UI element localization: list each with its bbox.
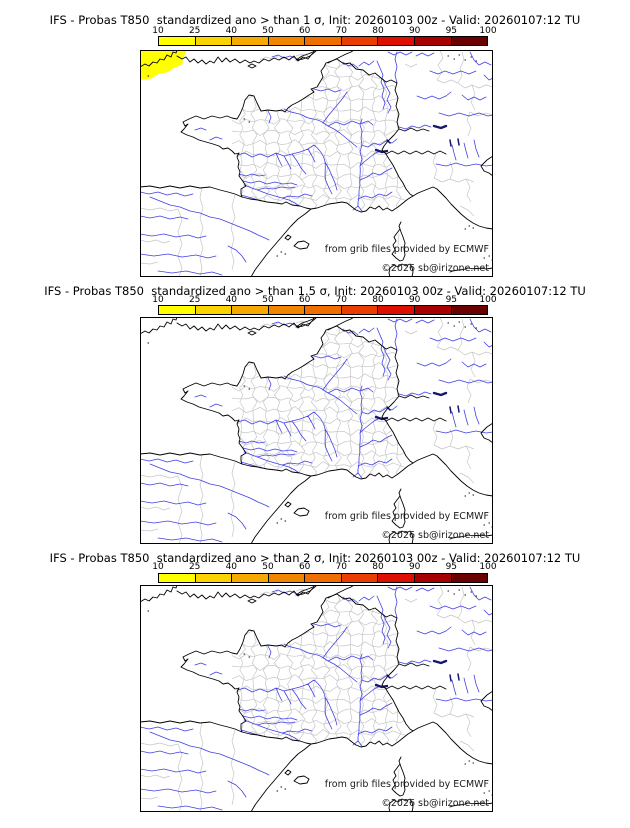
tick-label: 50 xyxy=(262,26,274,36)
colorbar-segment xyxy=(232,37,269,45)
tick-label: 90 xyxy=(408,26,421,36)
colorbar-segment xyxy=(159,37,196,45)
colorbar-segment xyxy=(341,306,379,314)
tick-label: 95 xyxy=(445,295,458,305)
panel-3-map: from grib files provided by ECMWF ©2026 … xyxy=(140,585,493,812)
colorbar-segment xyxy=(195,37,233,45)
tick-label: 10 xyxy=(152,562,164,572)
tick-label: 90 xyxy=(408,295,421,305)
tick-label: 90 xyxy=(408,562,421,572)
tick-label: 50 xyxy=(262,562,274,572)
colorbar-segment xyxy=(159,306,196,314)
tick-label: 95 xyxy=(445,26,458,36)
colorbar-segment xyxy=(159,574,196,582)
colorbar-segment xyxy=(305,574,342,582)
tick-label: 60 xyxy=(298,562,311,572)
tick-label: 80 xyxy=(372,562,384,572)
tick-label: 40 xyxy=(225,295,238,305)
tick-label: 80 xyxy=(372,26,384,36)
map-frame xyxy=(140,585,493,812)
map-credit-ecmwf: from grib files provided by ECMWF xyxy=(324,244,489,255)
tick-label: 10 xyxy=(152,295,164,305)
tick-label: 70 xyxy=(335,26,348,36)
colorbar-segment xyxy=(451,574,488,582)
colorbar-segment xyxy=(268,306,306,314)
panel-2-colorbar xyxy=(158,305,488,315)
colorbar-segment xyxy=(378,37,415,45)
map-canvas-1 xyxy=(140,50,493,277)
colorbar-segment xyxy=(341,37,379,45)
tick-label: 100 xyxy=(479,26,497,36)
tick-label: 10 xyxy=(152,26,164,36)
colorbar-segment xyxy=(414,306,452,314)
colorbar-segment xyxy=(378,306,415,314)
colorbar-segment xyxy=(378,574,415,582)
panel-3-colorbar xyxy=(158,573,488,583)
map-canvas-2 xyxy=(140,317,493,544)
tick-label: 70 xyxy=(335,295,348,305)
map-frame xyxy=(140,50,493,277)
tick-label: 70 xyxy=(335,562,348,572)
tick-label: 25 xyxy=(188,26,201,36)
panel-2-title: IFS - Probas T850 standardized ano > tha… xyxy=(44,284,586,298)
colorbar-segment xyxy=(232,306,269,314)
colorbar-segment xyxy=(414,574,452,582)
map-credit-copyright: ©2026 sb@irizone.net xyxy=(381,263,489,274)
map-credit-ecmwf: from grib files provided by ECMWF xyxy=(324,779,489,790)
colorbar-segment xyxy=(305,306,342,314)
map-credit-ecmwf: from grib files provided by ECMWF xyxy=(324,511,489,522)
tick-label: 80 xyxy=(372,295,384,305)
panel-3-colorbar-ticks: 10 25 40 50 60 70 80 90 95 100 xyxy=(140,562,496,572)
panel-1-title: IFS - Probas T850 standardized ano > tha… xyxy=(49,13,581,27)
colorbar-segment xyxy=(451,306,488,314)
colorbar-segment xyxy=(305,37,342,45)
tick-label: 95 xyxy=(445,562,458,572)
colorbar-segment xyxy=(268,574,306,582)
panel-2-colorbar-ticks: 10 25 40 50 60 70 80 90 95 100 xyxy=(140,295,496,305)
tick-label: 25 xyxy=(188,295,201,305)
colorbar-segment xyxy=(451,37,488,45)
tick-label: 60 xyxy=(298,295,311,305)
map-frame xyxy=(140,317,493,544)
probability-highlight-patch xyxy=(140,50,187,80)
colorbar-segment xyxy=(341,574,379,582)
tick-label: 40 xyxy=(225,26,238,36)
map-credit-copyright: ©2026 sb@irizone.net xyxy=(381,530,489,541)
tick-label: 100 xyxy=(479,562,497,572)
colorbar-segment xyxy=(268,37,306,45)
tick-label: 100 xyxy=(479,295,497,305)
tick-label: 40 xyxy=(225,562,238,572)
panel-3-title: IFS - Probas T850 standardized ano > tha… xyxy=(49,551,581,565)
map-credit-copyright: ©2026 sb@irizone.net xyxy=(381,798,489,809)
panel-1-map: from grib files provided by ECMWF ©2026 … xyxy=(140,50,493,277)
panel-1-colorbar-ticks: 10 25 40 50 60 70 80 90 95 100 xyxy=(140,26,496,36)
panel-1-colorbar xyxy=(158,36,488,46)
tick-label: 25 xyxy=(188,562,201,572)
tick-label: 50 xyxy=(262,295,274,305)
tick-label: 60 xyxy=(298,26,311,36)
colorbar-segment xyxy=(414,37,452,45)
colorbar-segment xyxy=(195,306,233,314)
panel-2-map: from grib files provided by ECMWF ©2026 … xyxy=(140,317,493,544)
colorbar-segment xyxy=(232,574,269,582)
colorbar-segment xyxy=(195,574,233,582)
map-canvas-3 xyxy=(140,585,493,812)
